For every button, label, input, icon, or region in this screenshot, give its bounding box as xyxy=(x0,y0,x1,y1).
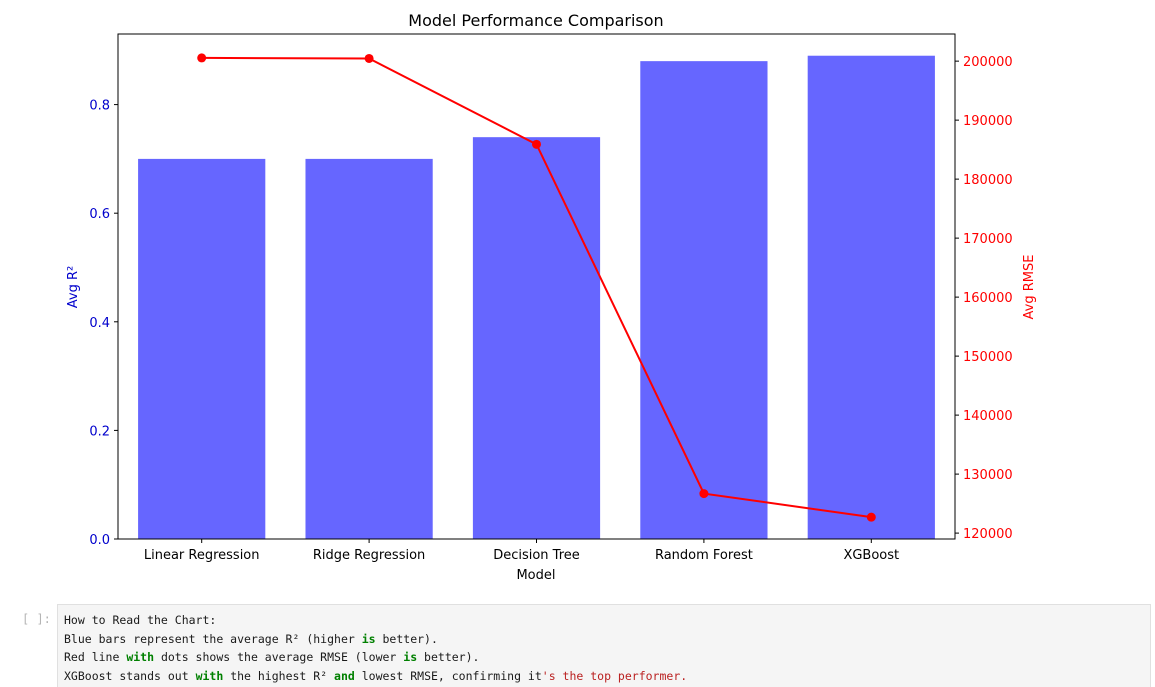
code-token: the highest R² xyxy=(223,668,335,683)
left-y-axis-ticks: 0.0 0.2 0.4 0.6 0.8 xyxy=(89,99,118,548)
x-tick-label: Linear Regression xyxy=(144,548,260,563)
bar-linear-regression xyxy=(138,158,266,540)
code-line: Red line with dots shows the average RMS… xyxy=(64,648,1150,667)
x-tick-label: Random Forest xyxy=(655,548,753,563)
x-tick-label: XGBoost xyxy=(843,548,899,563)
right-y-axis-label: Avg RMSE xyxy=(1022,255,1037,320)
x-tick-label: Ridge Regression xyxy=(313,548,425,563)
code-token: dots shows the average RMSE (lower xyxy=(154,650,404,664)
rmse-point-linear-regression xyxy=(197,53,207,63)
code-token: better). xyxy=(375,631,438,646)
code-token: with xyxy=(126,650,155,664)
left-y-tick-label: 0.6 xyxy=(89,207,110,222)
rmse-point-decision-tree xyxy=(532,139,541,149)
right-y-tick-label: 150000 xyxy=(963,350,1013,365)
model-performance-chart: Model Performance Comparison Linear Regr… xyxy=(66,11,1037,583)
right-y-tick-label: 180000 xyxy=(963,173,1013,188)
code-token: and xyxy=(334,668,355,683)
bar-decision-tree xyxy=(472,137,601,539)
rmse-point-random-forest xyxy=(699,489,709,499)
right-y-tick-label: 120000 xyxy=(963,527,1013,542)
code-token: better). xyxy=(417,650,480,664)
code-line: Blue bars represent the average R² (high… xyxy=(64,630,1150,649)
cell-code-editor[interactable]: How to Read the Chart: Blue bars represen… xyxy=(57,604,1151,687)
bar-random-forest xyxy=(640,61,768,539)
right-y-tick-label: 170000 xyxy=(963,232,1013,247)
x-axis-label: Model xyxy=(516,568,555,583)
notebook-cell: [ ]: How to Read the Chart: Blue bars rep… xyxy=(0,598,1155,687)
left-y-axis-label: Avg R² xyxy=(66,266,81,308)
right-y-tick-label: 160000 xyxy=(963,291,1013,306)
left-y-tick-label: 0.2 xyxy=(89,424,110,439)
x-axis-ticks: Linear Regression Ridge Regression Decisio… xyxy=(144,539,899,563)
code-token: Red line xyxy=(64,650,127,664)
code-token: with xyxy=(195,668,224,683)
bar-series-avg-r2 xyxy=(138,55,935,540)
right-y-axis-ticks: 120000 130000 140000 150000 160000 170000 1800… xyxy=(955,55,1013,542)
code-token: is xyxy=(403,650,418,664)
left-y-tick-label: 0.0 xyxy=(89,533,110,548)
code-token: lowest RMSE, confirming it xyxy=(354,668,542,683)
right-y-tick-label: 190000 xyxy=(963,114,1013,129)
right-y-tick-label: 200000 xyxy=(963,55,1013,70)
right-y-tick-label: 140000 xyxy=(963,409,1013,424)
bar-xgboost xyxy=(807,55,935,539)
bar-ridge-regression xyxy=(305,158,433,540)
rmse-point-xgboost xyxy=(866,512,876,522)
x-tick-label: Decision Tree xyxy=(493,548,580,563)
cell-prompt: [ ]: xyxy=(22,612,51,626)
right-y-tick-label: 130000 xyxy=(963,468,1013,483)
line-series-avg-rmse xyxy=(197,53,876,522)
code-token: XGBoost stands out xyxy=(64,668,196,683)
code-line: XGBoost stands out with the highest R² a… xyxy=(64,667,1150,686)
code-line: How to Read the Chart: xyxy=(64,611,1150,630)
left-y-tick-label: 0.4 xyxy=(89,316,110,331)
left-y-tick-label: 0.8 xyxy=(89,99,110,114)
code-token: is xyxy=(361,631,376,646)
code-token: 's the top performer. xyxy=(541,668,688,683)
chart-title: Model Performance Comparison xyxy=(408,11,663,30)
rmse-point-ridge-regression xyxy=(364,53,374,63)
code-token: How to Read the Chart: xyxy=(64,613,217,627)
code-token: Blue bars represent the average R² (high… xyxy=(64,631,362,646)
